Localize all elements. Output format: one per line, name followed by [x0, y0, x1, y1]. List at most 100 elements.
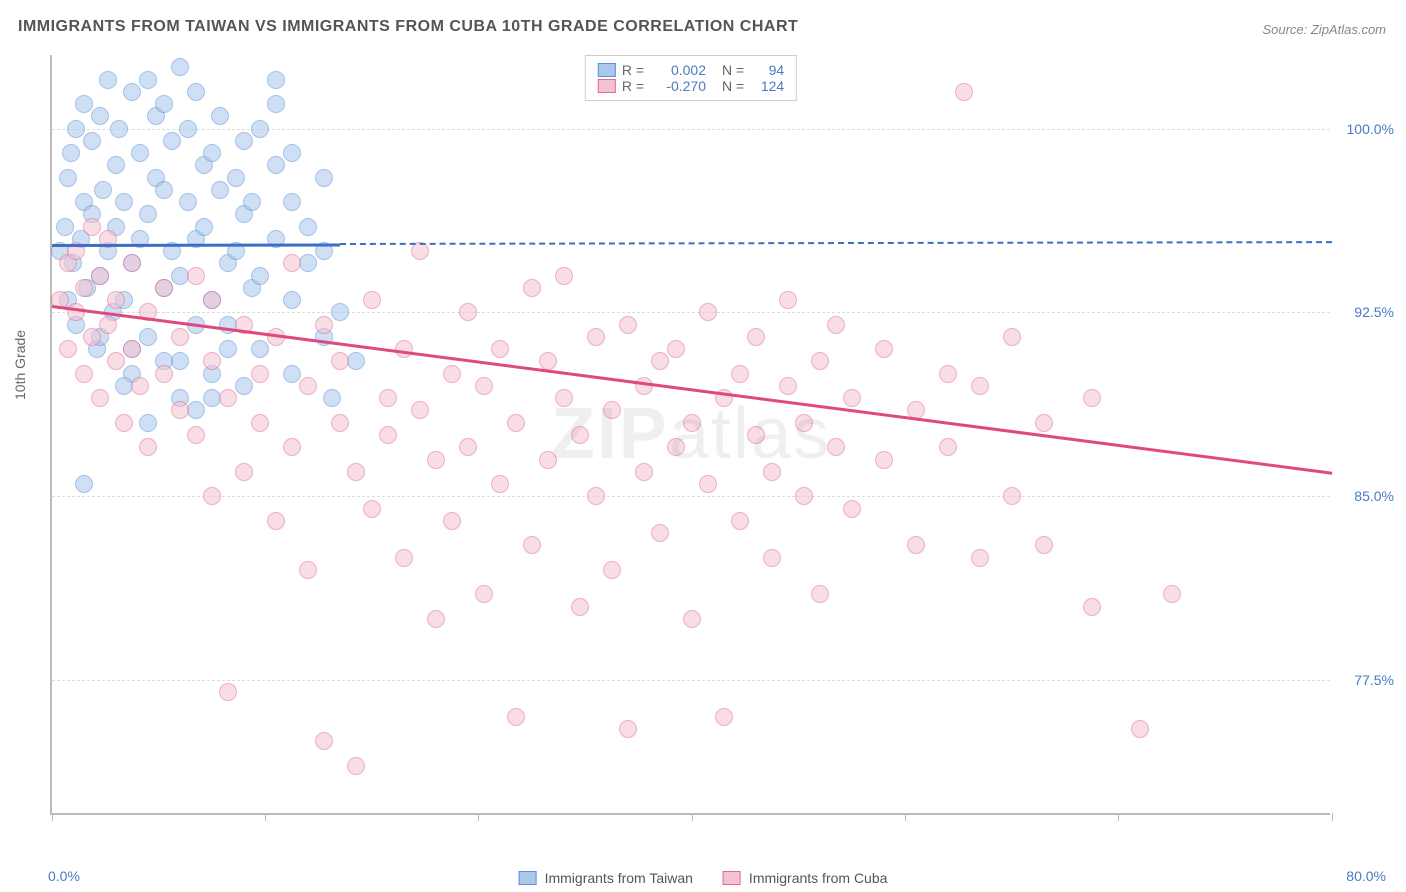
data-point-taiwan: [155, 181, 173, 199]
data-point-cuba: [1083, 598, 1101, 616]
data-point-cuba: [763, 549, 781, 567]
data-point-taiwan: [75, 475, 93, 493]
data-point-cuba: [347, 463, 365, 481]
legend-label-taiwan: Immigrants from Taiwan: [545, 870, 693, 886]
data-point-cuba: [747, 328, 765, 346]
data-point-cuba: [379, 426, 397, 444]
data-point-cuba: [83, 218, 101, 236]
data-point-cuba: [523, 536, 541, 554]
data-point-cuba: [427, 610, 445, 628]
x-tick: [1332, 813, 1333, 821]
data-point-cuba: [843, 389, 861, 407]
data-point-cuba: [251, 365, 269, 383]
data-point-cuba: [363, 500, 381, 518]
data-point-taiwan: [251, 267, 269, 285]
data-point-cuba: [555, 389, 573, 407]
y-tick-label: 77.5%: [1354, 672, 1394, 688]
watermark: ZIPatlas: [551, 393, 831, 475]
data-point-cuba: [443, 512, 461, 530]
data-point-cuba: [107, 352, 125, 370]
data-point-cuba: [171, 328, 189, 346]
legend-row-taiwan: R = 0.002 N = 94: [598, 62, 784, 78]
data-point-cuba: [235, 463, 253, 481]
x-max-label: 80.0%: [1346, 868, 1386, 884]
data-point-cuba: [795, 487, 813, 505]
data-point-cuba: [139, 438, 157, 456]
data-point-cuba: [475, 377, 493, 395]
data-point-cuba: [555, 267, 573, 285]
data-point-cuba: [123, 340, 141, 358]
data-point-taiwan: [211, 107, 229, 125]
r-label-1: R =: [622, 78, 644, 94]
data-point-cuba: [1003, 487, 1021, 505]
data-point-cuba: [219, 389, 237, 407]
data-point-cuba: [155, 365, 173, 383]
data-point-cuba: [939, 365, 957, 383]
data-point-cuba: [667, 340, 685, 358]
data-point-cuba: [91, 267, 109, 285]
data-point-cuba: [635, 377, 653, 395]
data-point-taiwan: [67, 120, 85, 138]
x-tick: [265, 813, 266, 821]
data-point-taiwan: [267, 156, 285, 174]
data-point-taiwan: [323, 389, 341, 407]
legend-row-cuba: R = -0.270 N = 124: [598, 78, 784, 94]
x-tick: [52, 813, 53, 821]
legend-item-taiwan: Immigrants from Taiwan: [519, 870, 693, 886]
data-point-cuba: [779, 377, 797, 395]
data-point-cuba: [715, 708, 733, 726]
data-point-cuba: [203, 487, 221, 505]
data-point-cuba: [315, 732, 333, 750]
gridline-h: [52, 129, 1330, 130]
data-point-cuba: [571, 426, 589, 444]
data-point-taiwan: [187, 401, 205, 419]
n-label-0: N =: [722, 62, 744, 78]
data-point-cuba: [811, 352, 829, 370]
data-point-cuba: [939, 438, 957, 456]
data-point-cuba: [459, 303, 477, 321]
data-point-taiwan: [163, 132, 181, 150]
data-point-cuba: [731, 512, 749, 530]
data-point-taiwan: [299, 218, 317, 236]
data-point-taiwan: [155, 95, 173, 113]
data-point-cuba: [875, 340, 893, 358]
data-point-cuba: [747, 426, 765, 444]
data-point-cuba: [683, 414, 701, 432]
r-value-0: 0.002: [650, 62, 706, 78]
data-point-cuba: [219, 683, 237, 701]
data-point-cuba: [1035, 536, 1053, 554]
data-point-cuba: [843, 500, 861, 518]
data-point-cuba: [699, 303, 717, 321]
data-point-cuba: [171, 401, 189, 419]
data-point-cuba: [795, 414, 813, 432]
data-point-taiwan: [227, 169, 245, 187]
data-point-taiwan: [75, 95, 93, 113]
data-point-cuba: [507, 414, 525, 432]
data-point-cuba: [539, 451, 557, 469]
data-point-cuba: [763, 463, 781, 481]
data-point-taiwan: [251, 120, 269, 138]
data-point-cuba: [299, 561, 317, 579]
r-label-0: R =: [622, 62, 644, 78]
data-point-cuba: [283, 438, 301, 456]
data-point-cuba: [1083, 389, 1101, 407]
legend-bottom: Immigrants from Taiwan Immigrants from C…: [519, 870, 888, 886]
data-point-taiwan: [235, 132, 253, 150]
data-point-taiwan: [179, 193, 197, 211]
data-point-taiwan: [219, 340, 237, 358]
data-point-cuba: [651, 352, 669, 370]
data-point-cuba: [507, 708, 525, 726]
data-point-taiwan: [131, 144, 149, 162]
data-point-taiwan: [187, 83, 205, 101]
legend-stats: R = 0.002 N = 94 R = -0.270 N = 124: [585, 55, 797, 101]
data-point-cuba: [587, 487, 605, 505]
data-point-cuba: [571, 598, 589, 616]
x-tick: [692, 813, 693, 821]
data-point-cuba: [1035, 414, 1053, 432]
data-point-cuba: [91, 389, 109, 407]
data-point-cuba: [1131, 720, 1149, 738]
swatch-cuba: [598, 79, 616, 93]
r-value-1: -0.270: [650, 78, 706, 94]
y-tick-label: 100.0%: [1347, 121, 1394, 137]
data-point-cuba: [283, 254, 301, 272]
